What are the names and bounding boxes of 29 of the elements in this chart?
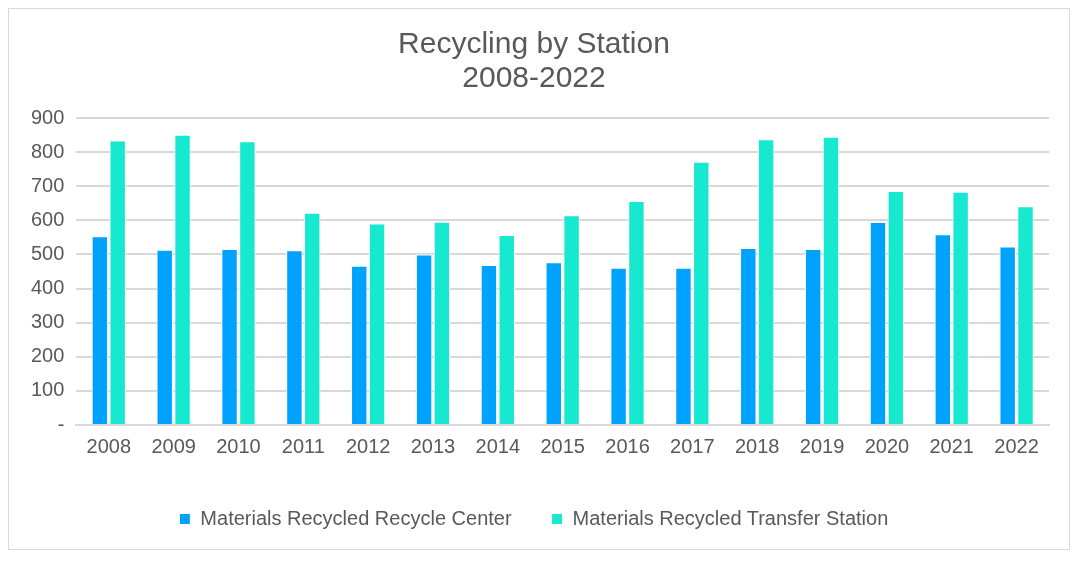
x-tick-label: 2009: [151, 434, 196, 457]
x-tick-label: 2015: [540, 434, 585, 457]
x-tick-label: 2018: [734, 434, 780, 457]
x-tick-label: 2017: [670, 434, 715, 457]
legend-label: Materials Recycled Transfer Station: [572, 506, 889, 529]
x-tick-label: 2021: [929, 434, 974, 457]
chart-subtitle: 2008-2022: [462, 60, 606, 94]
y-tick-label: 800: [30, 139, 65, 162]
x-tick-label: 2010: [216, 434, 261, 457]
y-tick-label: -: [57, 412, 65, 435]
y-tick-label: 200: [30, 344, 65, 367]
y-tick-label: 100: [30, 378, 65, 401]
x-tick-label: 2014: [475, 434, 521, 457]
chart-title: Recycling by Station: [398, 25, 670, 59]
legend-label: Materials Recycled Recycle Center: [200, 506, 512, 529]
x-tick-label: 2008: [86, 434, 132, 457]
x-tick-label: 2022: [994, 434, 1039, 457]
y-tick-label: 900: [30, 105, 65, 128]
y-tick-label: 400: [30, 276, 65, 299]
x-tick-label: 2016: [605, 434, 650, 457]
y-tick-label: 600: [30, 207, 65, 230]
y-tick-label: 700: [30, 173, 65, 196]
x-tick-label: 2011: [281, 434, 325, 457]
x-tick-label: 2013: [410, 434, 456, 457]
x-tick-label: 2020: [864, 434, 910, 457]
y-tick-label: 300: [30, 310, 65, 333]
x-tick-label: 2019: [799, 434, 845, 457]
y-tick-label: 500: [30, 241, 65, 264]
x-tick-label: 2012: [345, 434, 391, 457]
